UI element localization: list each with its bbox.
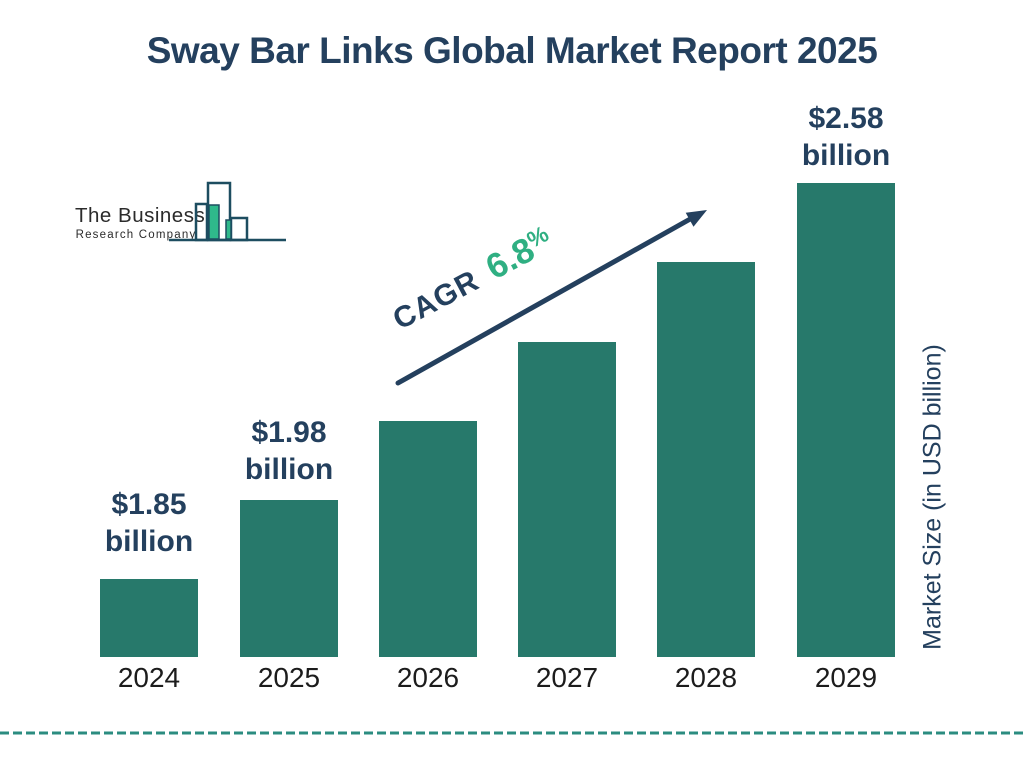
x-tick-2026: 2026 xyxy=(396,662,460,693)
value-label-2025: $1.98 billion xyxy=(214,414,364,488)
bar-2025 xyxy=(240,500,338,657)
logo-text: The Business Research Company xyxy=(75,204,206,241)
value-label-2024-amount: $1.85 xyxy=(111,488,187,521)
value-label-2024-unit: billion xyxy=(104,525,194,558)
value-label-2029-amount: $2.58 xyxy=(808,102,884,135)
cagr-label: CAGR xyxy=(387,263,485,337)
y-axis-label: Market Size (in USD billion) xyxy=(918,344,947,650)
bar-2029 xyxy=(797,183,895,657)
value-label-2025-unit: billion xyxy=(244,453,334,486)
bar-2024 xyxy=(100,579,198,657)
bar-2028 xyxy=(657,262,755,657)
x-tick-2024: 2024 xyxy=(117,662,181,693)
logo-name-line2: Research Company xyxy=(75,229,197,241)
x-tick-2027: 2027 xyxy=(535,662,599,693)
page-title: Sway Bar Links Global Market Report 2025 xyxy=(146,30,878,71)
bar-2026 xyxy=(379,421,477,657)
value-label-2029: $2.58 billion xyxy=(771,100,921,174)
x-tick-2025: 2025 xyxy=(257,662,321,693)
value-label-2025-amount: $1.98 xyxy=(251,416,327,449)
cagr-annotation: CAGR 6.8% xyxy=(385,220,560,340)
logo-bars-icon xyxy=(165,176,290,247)
value-label-2024: $1.85 billion xyxy=(74,486,224,560)
logo-name-line1: The Business xyxy=(75,204,206,227)
company-logo: The Business Research Company xyxy=(75,176,295,248)
x-tick-2028: 2028 xyxy=(674,662,738,693)
x-tick-2029: 2029 xyxy=(814,662,878,693)
value-label-2029-unit: billion xyxy=(801,139,891,172)
bar-2027 xyxy=(518,342,616,657)
